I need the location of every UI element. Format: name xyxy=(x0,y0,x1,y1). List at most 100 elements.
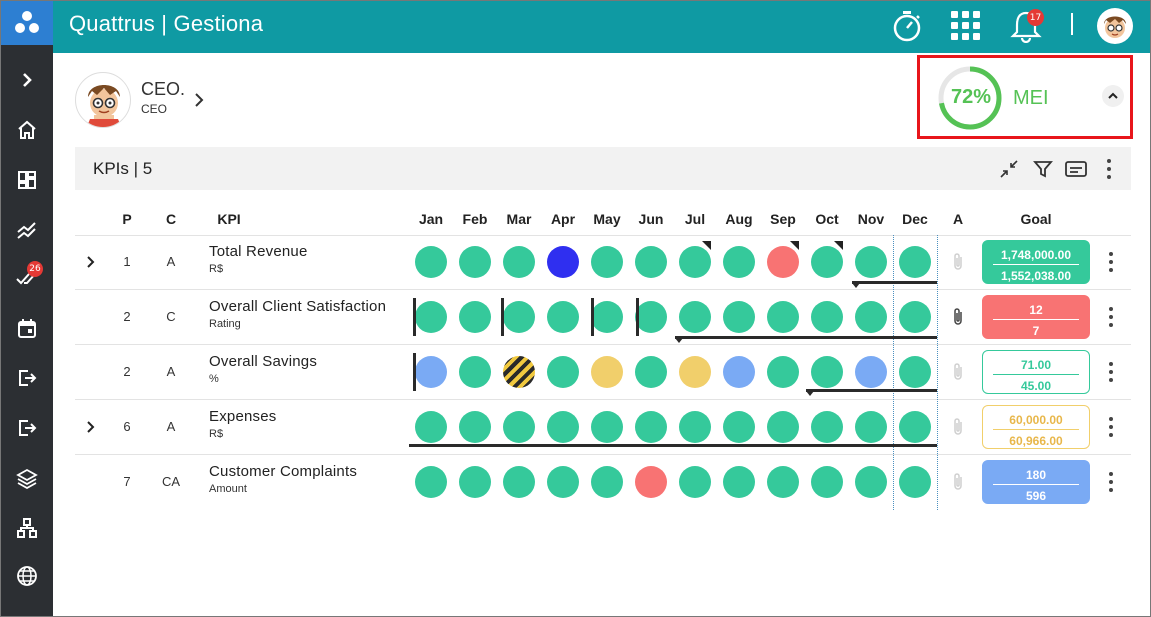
month-status-dot[interactable] xyxy=(723,356,755,388)
month-status-dot[interactable] xyxy=(503,411,535,443)
month-status-dot[interactable] xyxy=(767,301,799,333)
attachment-button[interactable] xyxy=(951,252,965,277)
month-status-dot[interactable] xyxy=(723,411,755,443)
attachment-button[interactable] xyxy=(951,307,965,332)
sidebar-item-globe[interactable] xyxy=(0,556,53,596)
month-status-dot[interactable] xyxy=(503,246,535,278)
month-status-dot[interactable] xyxy=(723,246,755,278)
month-status-dot[interactable] xyxy=(591,411,623,443)
kpi-menu-button[interactable] xyxy=(1102,159,1116,179)
month-status-dot[interactable] xyxy=(459,356,491,388)
sidebar-item-hierarchy[interactable] xyxy=(0,508,53,548)
month-status-dot[interactable] xyxy=(547,411,579,443)
month-status-dot[interactable] xyxy=(767,411,799,443)
kpi-name[interactable]: Overall Client Satisfaction xyxy=(209,298,387,315)
collapse-all-button[interactable] xyxy=(997,157,1021,181)
month-status-dot[interactable] xyxy=(855,246,887,278)
goal-box[interactable]: 180 596 xyxy=(982,460,1090,504)
month-status-dot[interactable] xyxy=(503,466,535,498)
month-status-dot[interactable] xyxy=(855,301,887,333)
month-status-dot[interactable] xyxy=(415,356,447,388)
month-status-dot[interactable] xyxy=(811,411,843,443)
month-status-dot[interactable] xyxy=(899,411,931,443)
month-status-dot[interactable] xyxy=(679,356,711,388)
month-status-dot[interactable] xyxy=(459,301,491,333)
sidebar-item-exit[interactable] xyxy=(0,408,53,448)
month-status-dot[interactable] xyxy=(679,466,711,498)
month-status-dot[interactable] xyxy=(635,411,667,443)
row-menu-button[interactable] xyxy=(1104,307,1118,327)
sidebar-expand-button[interactable] xyxy=(0,60,53,100)
row-menu-button[interactable] xyxy=(1104,252,1118,272)
month-status-dot[interactable] xyxy=(459,411,491,443)
month-status-dot[interactable] xyxy=(459,246,491,278)
month-status-dot[interactable] xyxy=(855,411,887,443)
month-status-dot[interactable] xyxy=(679,246,711,278)
row-menu-button[interactable] xyxy=(1104,472,1118,492)
sidebar-item-trends[interactable] xyxy=(0,210,53,250)
timer-button[interactable] xyxy=(888,7,926,45)
sidebar-item-calendar[interactable] xyxy=(0,308,53,348)
row-expand-button[interactable] xyxy=(84,418,98,441)
month-status-dot[interactable] xyxy=(635,301,667,333)
sidebar-item-dashboard[interactable] xyxy=(0,160,53,200)
sidebar-item-tasks[interactable]: 26 xyxy=(0,258,53,298)
month-status-dot[interactable] xyxy=(855,356,887,388)
kpi-name[interactable]: Overall Savings xyxy=(209,353,318,370)
month-status-dot[interactable] xyxy=(811,466,843,498)
month-status-dot[interactable] xyxy=(635,466,667,498)
month-status-dot[interactable] xyxy=(767,246,799,278)
user-avatar[interactable] xyxy=(1097,8,1133,44)
month-status-dot[interactable] xyxy=(811,356,843,388)
goal-box[interactable]: 60,000.00 60,966.00 xyxy=(982,405,1090,449)
month-status-dot[interactable] xyxy=(547,301,579,333)
kpi-name[interactable]: Expenses xyxy=(209,408,277,425)
apps-button[interactable] xyxy=(946,7,986,45)
kpi-name[interactable]: Total Revenue xyxy=(209,243,308,260)
month-status-dot[interactable] xyxy=(767,466,799,498)
month-status-dot[interactable] xyxy=(855,466,887,498)
goal-box[interactable]: 71.00 45.00 xyxy=(982,350,1090,394)
month-status-dot[interactable] xyxy=(899,466,931,498)
month-status-dot[interactable] xyxy=(811,246,843,278)
kpi-name[interactable]: Customer Complaints xyxy=(209,463,358,480)
month-status-dot[interactable] xyxy=(503,356,535,388)
goal-box[interactable]: 12 7 xyxy=(982,295,1090,339)
attachment-button[interactable] xyxy=(951,362,965,387)
month-status-dot[interactable] xyxy=(591,301,623,333)
month-status-dot[interactable] xyxy=(591,246,623,278)
month-status-dot[interactable] xyxy=(899,246,931,278)
month-status-dot[interactable] xyxy=(723,466,755,498)
month-status-dot[interactable] xyxy=(899,356,931,388)
month-status-dot[interactable] xyxy=(547,356,579,388)
month-status-dot[interactable] xyxy=(547,466,579,498)
month-status-dot[interactable] xyxy=(635,356,667,388)
month-status-dot[interactable] xyxy=(591,356,623,388)
month-status-dot[interactable] xyxy=(679,301,711,333)
sidebar-item-export[interactable] xyxy=(0,358,53,398)
sidebar-item-layers[interactable] xyxy=(0,458,53,498)
row-menu-button[interactable] xyxy=(1104,417,1118,437)
row-expand-button[interactable] xyxy=(84,253,98,276)
month-status-dot[interactable] xyxy=(899,301,931,333)
month-status-dot[interactable] xyxy=(811,301,843,333)
month-status-dot[interactable] xyxy=(415,246,447,278)
month-status-dot[interactable] xyxy=(591,466,623,498)
month-status-dot[interactable] xyxy=(415,466,447,498)
month-status-dot[interactable] xyxy=(459,466,491,498)
month-status-dot[interactable] xyxy=(547,246,579,278)
sidebar-item-home[interactable] xyxy=(0,110,53,150)
app-logo[interactable] xyxy=(0,0,53,45)
row-menu-button[interactable] xyxy=(1104,362,1118,382)
subtitles-button[interactable] xyxy=(1064,157,1088,181)
month-status-dot[interactable] xyxy=(679,411,711,443)
month-status-dot[interactable] xyxy=(503,301,535,333)
month-status-dot[interactable] xyxy=(635,246,667,278)
profile-expand-button[interactable] xyxy=(190,90,208,115)
month-status-dot[interactable] xyxy=(415,301,447,333)
month-status-dot[interactable] xyxy=(415,411,447,443)
filter-button[interactable] xyxy=(1031,157,1055,181)
month-status-dot[interactable] xyxy=(723,301,755,333)
month-status-dot[interactable] xyxy=(767,356,799,388)
mei-collapse-button[interactable] xyxy=(1102,85,1124,107)
